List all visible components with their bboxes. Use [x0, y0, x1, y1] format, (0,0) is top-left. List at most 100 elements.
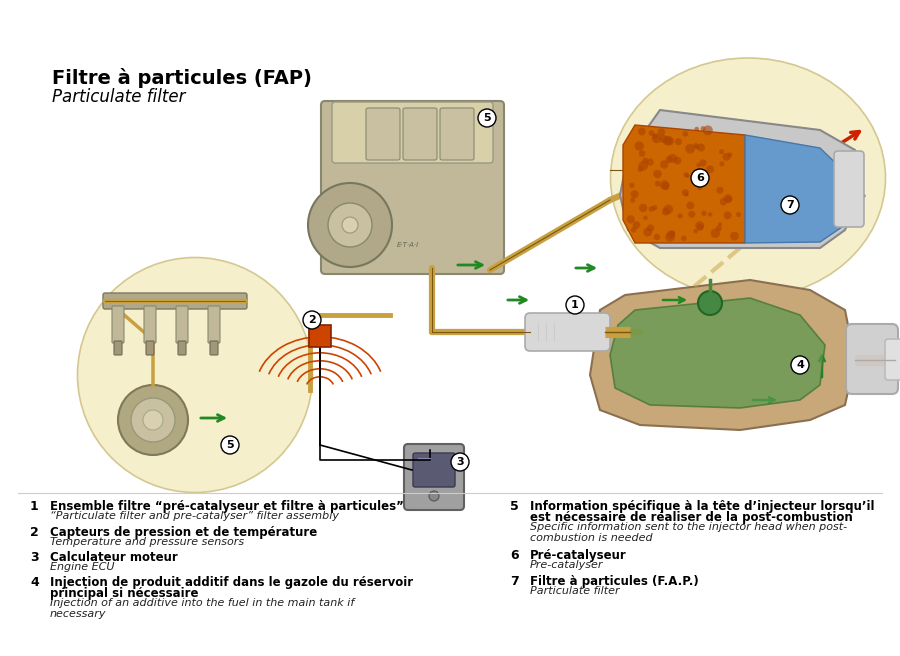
Text: est nécessaire de réaliser de la post-combustion: est nécessaire de réaliser de la post-co… — [530, 511, 853, 524]
Circle shape — [143, 410, 163, 430]
Circle shape — [662, 208, 670, 216]
Circle shape — [303, 311, 321, 329]
Circle shape — [698, 291, 722, 315]
FancyBboxPatch shape — [146, 341, 154, 355]
Polygon shape — [623, 125, 745, 243]
Text: 6: 6 — [696, 173, 704, 183]
Circle shape — [451, 453, 469, 471]
FancyBboxPatch shape — [210, 341, 218, 355]
Circle shape — [221, 436, 239, 454]
Circle shape — [652, 134, 662, 143]
Text: Filtre à particules (F.A.P.): Filtre à particules (F.A.P.) — [530, 575, 698, 588]
Text: 4: 4 — [796, 360, 804, 370]
Circle shape — [724, 211, 732, 219]
Text: 1: 1 — [30, 500, 39, 513]
Text: Injection de produit additif dans le gazole du réservoir: Injection de produit additif dans le gaz… — [50, 576, 413, 589]
Circle shape — [647, 224, 654, 232]
Circle shape — [720, 198, 727, 205]
Polygon shape — [745, 135, 848, 243]
Circle shape — [723, 153, 731, 161]
Circle shape — [694, 229, 698, 234]
Text: combustion is needed: combustion is needed — [530, 533, 652, 543]
Text: 4: 4 — [30, 576, 39, 589]
FancyBboxPatch shape — [321, 101, 504, 274]
Text: 5: 5 — [226, 440, 234, 450]
Circle shape — [706, 165, 714, 173]
FancyBboxPatch shape — [885, 339, 900, 380]
Text: “Particulate filter and pre-catalyser” filter assembly: “Particulate filter and pre-catalyser” f… — [50, 511, 339, 521]
Circle shape — [652, 205, 657, 211]
Circle shape — [670, 230, 675, 236]
Circle shape — [118, 385, 188, 455]
Circle shape — [719, 149, 724, 154]
Circle shape — [649, 206, 654, 212]
Text: 7: 7 — [786, 200, 794, 210]
Circle shape — [660, 180, 670, 190]
Circle shape — [716, 226, 722, 232]
Text: Pre-catalyser: Pre-catalyser — [530, 560, 604, 570]
Polygon shape — [590, 280, 855, 430]
Circle shape — [633, 221, 640, 229]
Circle shape — [711, 228, 720, 238]
Circle shape — [649, 130, 654, 136]
FancyBboxPatch shape — [208, 306, 220, 343]
Circle shape — [695, 127, 699, 131]
Circle shape — [662, 182, 670, 190]
FancyBboxPatch shape — [144, 306, 156, 343]
Text: Engine ECU: Engine ECU — [50, 562, 114, 572]
FancyBboxPatch shape — [114, 341, 122, 355]
Circle shape — [308, 183, 392, 267]
Circle shape — [716, 186, 724, 194]
Circle shape — [663, 205, 673, 214]
Circle shape — [685, 144, 695, 154]
Circle shape — [674, 157, 681, 165]
FancyBboxPatch shape — [846, 324, 898, 394]
Circle shape — [638, 161, 648, 171]
Text: Information spécifique à la tête d’injecteur lorsqu’il: Information spécifique à la tête d’injec… — [530, 500, 875, 513]
Circle shape — [675, 138, 682, 145]
Circle shape — [684, 192, 688, 197]
Circle shape — [701, 211, 706, 216]
Circle shape — [630, 197, 635, 203]
Circle shape — [660, 135, 668, 143]
Circle shape — [629, 182, 634, 188]
Text: 3: 3 — [456, 457, 464, 467]
Text: Calculateur moteur: Calculateur moteur — [50, 551, 178, 564]
Circle shape — [697, 144, 705, 152]
Circle shape — [653, 170, 662, 178]
Circle shape — [646, 159, 653, 166]
Circle shape — [682, 131, 688, 136]
Circle shape — [478, 109, 496, 127]
Ellipse shape — [610, 58, 886, 298]
Ellipse shape — [77, 258, 312, 493]
Circle shape — [644, 228, 652, 237]
FancyBboxPatch shape — [404, 444, 464, 510]
Circle shape — [662, 136, 672, 146]
Text: 2: 2 — [308, 315, 316, 325]
Circle shape — [703, 125, 713, 135]
Circle shape — [131, 398, 175, 442]
Circle shape — [638, 128, 646, 135]
Circle shape — [328, 203, 372, 247]
Text: Particulate filter: Particulate filter — [530, 586, 619, 596]
FancyBboxPatch shape — [309, 325, 331, 347]
FancyBboxPatch shape — [332, 102, 493, 163]
Circle shape — [683, 172, 688, 177]
Circle shape — [700, 126, 706, 131]
Circle shape — [718, 222, 722, 226]
Circle shape — [691, 169, 709, 187]
FancyBboxPatch shape — [176, 306, 188, 343]
Polygon shape — [610, 298, 825, 408]
Circle shape — [643, 157, 648, 164]
Circle shape — [655, 181, 661, 186]
Text: 5: 5 — [483, 113, 490, 123]
Circle shape — [687, 201, 694, 209]
Circle shape — [666, 156, 673, 163]
Text: Filtre à particules (FAP): Filtre à particules (FAP) — [52, 68, 312, 88]
Text: 2: 2 — [30, 526, 39, 539]
Text: E·T·A·I: E·T·A·I — [397, 242, 419, 248]
FancyBboxPatch shape — [178, 341, 186, 355]
FancyBboxPatch shape — [112, 306, 124, 343]
Text: Capteurs de pression et de température: Capteurs de pression et de température — [50, 526, 317, 539]
Circle shape — [639, 203, 647, 212]
